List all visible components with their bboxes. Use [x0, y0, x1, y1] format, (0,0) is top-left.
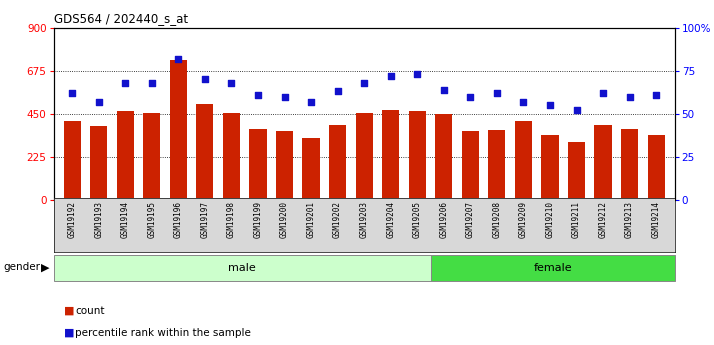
Bar — [488, 130, 506, 200]
Bar — [276, 131, 293, 200]
Text: GSM19214: GSM19214 — [652, 201, 660, 238]
Text: GSM19194: GSM19194 — [121, 201, 130, 238]
Text: male: male — [228, 263, 256, 273]
Point — [93, 99, 104, 105]
Bar — [90, 126, 107, 200]
Text: ■: ■ — [64, 306, 75, 315]
Point — [173, 56, 184, 61]
Point — [438, 87, 450, 92]
Bar — [223, 113, 240, 200]
Text: GSM19205: GSM19205 — [413, 201, 422, 238]
Point — [385, 73, 396, 79]
Text: percentile rank within the sample: percentile rank within the sample — [75, 328, 251, 338]
Bar — [64, 120, 81, 200]
Text: count: count — [75, 306, 104, 315]
Text: GSM19207: GSM19207 — [466, 201, 475, 238]
Point — [650, 92, 662, 98]
Point — [465, 94, 476, 99]
Point — [306, 99, 317, 105]
Bar — [303, 138, 320, 200]
Point — [278, 94, 290, 99]
Text: ■: ■ — [64, 328, 75, 338]
Text: GSM19193: GSM19193 — [94, 201, 104, 238]
Point — [411, 71, 423, 77]
Bar — [595, 125, 612, 200]
Bar — [329, 125, 346, 200]
Point — [226, 80, 237, 86]
Point — [598, 90, 609, 96]
Bar — [116, 111, 134, 200]
Bar — [54, 255, 431, 281]
Text: GDS564 / 202440_s_at: GDS564 / 202440_s_at — [54, 12, 188, 25]
Point — [544, 102, 555, 108]
Text: GSM19192: GSM19192 — [68, 201, 76, 238]
Text: GSM19202: GSM19202 — [333, 201, 342, 238]
Text: GSM19212: GSM19212 — [598, 201, 608, 238]
Point — [119, 80, 131, 86]
Text: GSM19196: GSM19196 — [174, 201, 183, 238]
Bar — [170, 60, 187, 200]
Bar — [462, 131, 479, 200]
Bar — [196, 104, 213, 200]
Text: GSM19206: GSM19206 — [439, 201, 448, 238]
Bar — [515, 120, 532, 200]
Bar — [541, 135, 558, 200]
Bar — [356, 113, 373, 200]
Text: GSM19201: GSM19201 — [306, 201, 316, 238]
Point — [491, 90, 503, 96]
Text: GSM19200: GSM19200 — [280, 201, 289, 238]
Bar — [382, 110, 399, 200]
Text: GSM19211: GSM19211 — [572, 201, 581, 238]
Bar — [621, 129, 638, 200]
Bar — [249, 129, 266, 200]
Text: GSM19210: GSM19210 — [545, 201, 555, 238]
Point — [199, 77, 211, 82]
Text: ▶: ▶ — [41, 263, 49, 272]
Text: GSM19197: GSM19197 — [201, 201, 209, 238]
Text: GSM19199: GSM19199 — [253, 201, 263, 238]
Point — [332, 89, 343, 94]
Text: GSM19198: GSM19198 — [227, 201, 236, 238]
Bar — [431, 255, 675, 281]
Bar — [408, 111, 426, 200]
Text: gender: gender — [4, 263, 41, 272]
Text: GSM19209: GSM19209 — [519, 201, 528, 238]
Text: GSM19208: GSM19208 — [493, 201, 501, 238]
Text: GSM19213: GSM19213 — [625, 201, 634, 238]
Text: GSM19203: GSM19203 — [360, 201, 368, 238]
Point — [518, 99, 529, 105]
Bar — [143, 113, 161, 200]
Text: GSM19204: GSM19204 — [386, 201, 395, 238]
Bar — [648, 135, 665, 200]
Point — [570, 108, 582, 113]
Bar — [568, 142, 585, 200]
Point — [146, 80, 158, 86]
Point — [624, 94, 635, 99]
Bar — [435, 115, 453, 200]
Point — [358, 80, 370, 86]
Point — [252, 92, 263, 98]
Text: GSM19195: GSM19195 — [147, 201, 156, 238]
Point — [66, 90, 78, 96]
Text: female: female — [533, 263, 572, 273]
